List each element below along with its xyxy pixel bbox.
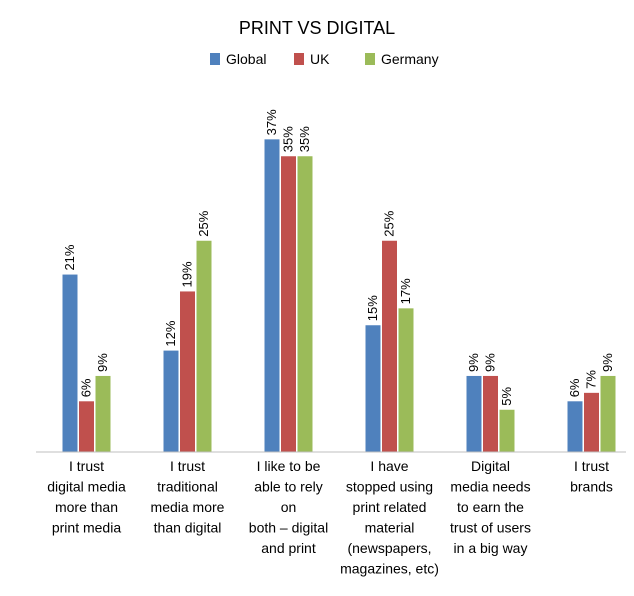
bar-0-2: [95, 375, 111, 452]
bar-2-0: [264, 139, 280, 452]
category-label-4: Digital media needs to earn the trust of us…: [450, 458, 531, 556]
bar-5-1: [584, 392, 599, 452]
legend-label-1: UK: [310, 51, 330, 67]
bar-5-2: [600, 375, 616, 452]
bar-1-1: [180, 291, 195, 452]
bars-group: [62, 139, 616, 452]
data-label-1-0: 12%: [163, 320, 178, 346]
data-label-3-0: 15%: [365, 295, 380, 321]
data-label-0-2: 9%: [95, 353, 110, 372]
data-label-2-2: 35%: [297, 126, 312, 152]
data-label-3-2: 17%: [398, 278, 413, 304]
data-label-2-0: 37%: [264, 109, 279, 135]
bar-0-1: [79, 401, 94, 452]
bar-4-1: [483, 375, 498, 452]
bar-4-2: [499, 409, 515, 452]
data-label-5-1: 7%: [584, 370, 599, 389]
legend-swatch-1: [294, 53, 304, 65]
category-label-0: I trust digital media more than print media: [47, 458, 126, 536]
data-label-0-1: 6%: [79, 378, 94, 397]
data-label-1-1: 19%: [180, 261, 195, 287]
data-label-5-0: 6%: [567, 378, 582, 397]
data-label-2-1: 35%: [281, 126, 296, 152]
data-label-1-2: 25%: [196, 210, 211, 236]
legend: Global UK Germany: [210, 51, 439, 67]
bar-2-1: [281, 156, 296, 452]
chart-title: PRINT VS DIGITAL: [239, 18, 395, 38]
bar-0-0: [62, 274, 78, 452]
category-labels-group: I trust digital media more than print media…: [47, 458, 613, 577]
data-label-0-0: 21%: [62, 244, 77, 270]
legend-swatch-2: [365, 53, 375, 65]
data-labels-group: 21%6%9%12%19%25%37%35% 35%15%25%17%9% 9%5%…: [62, 109, 615, 406]
category-label-5: I trust brands: [570, 458, 613, 495]
data-label-3-1: 25%: [382, 210, 397, 236]
bar-3-0: [365, 325, 381, 452]
bar-1-2: [196, 240, 212, 452]
bar-4-0: [466, 375, 482, 452]
category-label-2: I like to be able to rely on both – digital…: [249, 458, 328, 556]
data-label-5-2: 9%: [600, 353, 615, 372]
data-label-4-0: 9%: [466, 353, 481, 372]
category-label-1: I trust traditional media more than digital: [151, 458, 225, 536]
category-label-3: I have stopped using print related material…: [340, 458, 439, 577]
bar-1-0: [163, 350, 179, 452]
legend-swatch-0: [210, 53, 220, 65]
legend-label-0: Global: [226, 51, 266, 67]
data-label-4-2: 5%: [499, 387, 514, 406]
bar-3-1: [382, 240, 397, 452]
legend-label-2: Germany: [381, 51, 439, 67]
bar-2-2: [297, 156, 313, 452]
bar-3-2: [398, 308, 414, 452]
bar-5-0: [567, 401, 583, 452]
data-label-4-1: 9%: [483, 353, 498, 372]
